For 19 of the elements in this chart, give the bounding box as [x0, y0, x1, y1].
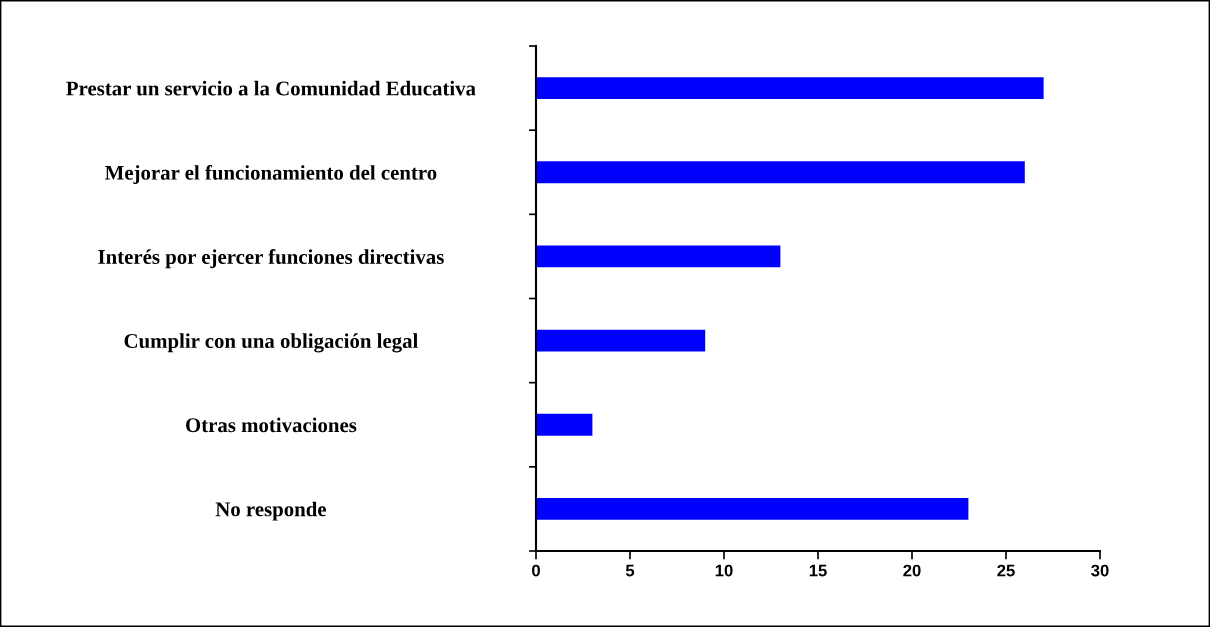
bar: [536, 329, 706, 352]
bar: [536, 245, 781, 268]
bar: [536, 497, 969, 520]
bar: [536, 413, 593, 436]
x-tick-label: 15: [809, 564, 827, 577]
x-tick-label: 10: [715, 564, 733, 577]
y-tick-label: Otras motivaciones: [186, 417, 357, 433]
bar: [536, 77, 1044, 100]
y-tick-label: Mejorar el funcionamiento del centro: [105, 164, 437, 185]
bar: [536, 161, 1025, 184]
x-tick-label: 30: [1091, 564, 1109, 577]
y-tick-label: Interés por ejercer funciones directivas: [98, 249, 444, 269]
x-tick-label: 5: [625, 564, 635, 577]
x-tick-label: 0: [532, 564, 540, 577]
y-tick-label: Prestar un servicio a la Comunidad Educativa: [66, 80, 476, 96]
x-tick-label: 20: [903, 564, 921, 577]
y-tick-label: Cumplir con una obligación legal: [124, 333, 418, 353]
x-tick-label: 25: [997, 564, 1015, 577]
y-tick-label: No responde: [215, 501, 327, 521]
